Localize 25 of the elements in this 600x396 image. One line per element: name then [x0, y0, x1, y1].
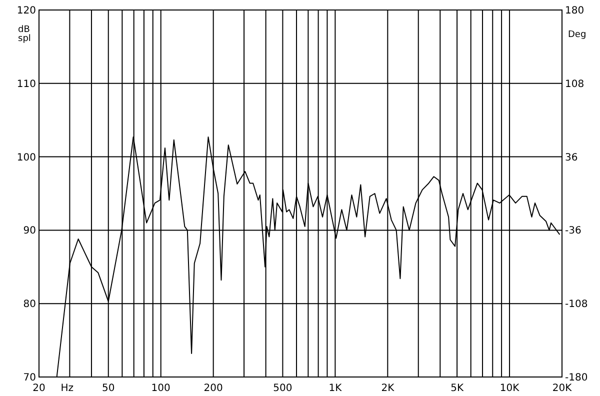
x-axis-title: Hz [60, 383, 74, 394]
x-tick-label: 500 [273, 383, 292, 394]
y2-tick-label: 36 [565, 152, 578, 164]
x-tick-label: 50 [102, 383, 115, 394]
y2-tick-label: -36 [565, 226, 582, 237]
y2-tick-label: -180 [565, 372, 588, 384]
y-tick-label: 120 [16, 6, 36, 16]
x-tick-label: 5K [450, 383, 464, 394]
y-axis-title: dB spl [18, 25, 31, 44]
y2-tick-label: 108 [565, 78, 584, 90]
y2-tick-label: -108 [565, 299, 588, 310]
y2-axis-title: Deg [568, 30, 586, 40]
y-tick-label: 110 [16, 78, 36, 90]
x-tick-label: 10K [500, 383, 520, 394]
x-tick-label: 20 [32, 383, 46, 394]
y-tick-label: 90 [23, 226, 36, 237]
x-tick-label: 100 [151, 383, 170, 394]
y-tick-label: 80 [23, 299, 36, 310]
y-tick-label: 100 [16, 152, 36, 164]
x-tick-label: 200 [204, 383, 223, 394]
y2-tick-label: 180 [565, 6, 584, 16]
y-tick-label: 70 [23, 372, 36, 384]
x-tick-label: 20K [552, 383, 572, 394]
x-tick-label: 2K [381, 383, 395, 394]
x-tick-label: 1K [328, 383, 342, 394]
